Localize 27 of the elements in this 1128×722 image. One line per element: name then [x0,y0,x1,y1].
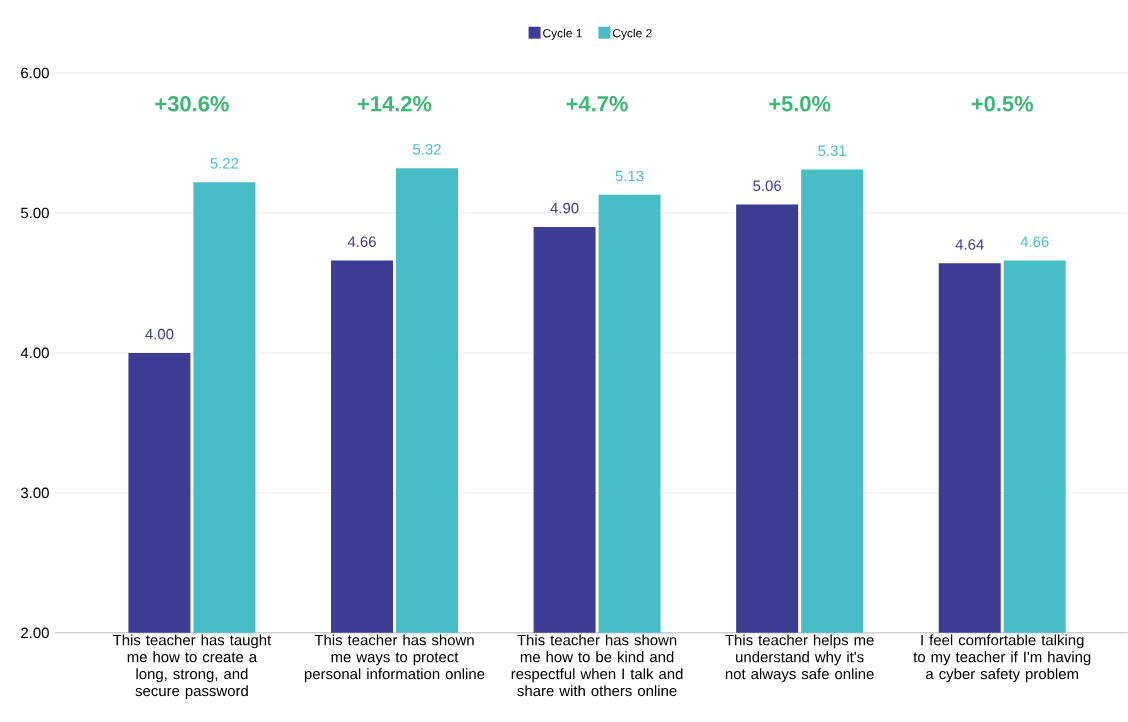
data-label: 4.64 [955,239,984,250]
x-tick-label: This teacher has taught me how to create a long, strong, and secure password [112,634,272,700]
y-tick-label: 2.00 [21,627,49,639]
legend-label: Cycle 1 [543,28,582,40]
annotation: +0.5% [971,96,1034,112]
legend-label: Cycle 2 [613,28,652,40]
x-tick-label: This teacher helps me understand why it's not always safe online [725,634,874,683]
x-tick-label: This teacher has shown me ways to protect personal information online [304,634,485,683]
data-label: 5.22 [210,158,239,169]
y-tick-label: 3.00 [20,487,49,499]
data-label: 5.13 [615,170,644,182]
data-label: 5.31 [818,145,846,157]
data-label: 4.66 [347,236,376,248]
annotation: +5.0% [769,96,831,112]
data-label: 4.00 [145,328,174,340]
x-tick-label: I feel comfortable talking to my teacher if I'm having a cyber safety problem [913,634,1091,683]
annotation: +30.6% [155,96,229,112]
data-label: 4.66 [1020,236,1049,248]
annotation: +14.2% [357,96,432,112]
x-tick-label: This teacher has shown me how to be kind and respectful when I talk and share with others online [511,634,683,697]
y-tick-label: 6.00 [21,67,49,79]
y-tick-label: 5.00 [20,207,49,219]
y-tick-label: 4.00 [20,347,49,359]
annotation: +4.7% [566,96,628,112]
data-label: 5.06 [753,180,782,192]
data-label: 5.32 [413,144,441,155]
data-label: 4.90 [550,202,579,214]
